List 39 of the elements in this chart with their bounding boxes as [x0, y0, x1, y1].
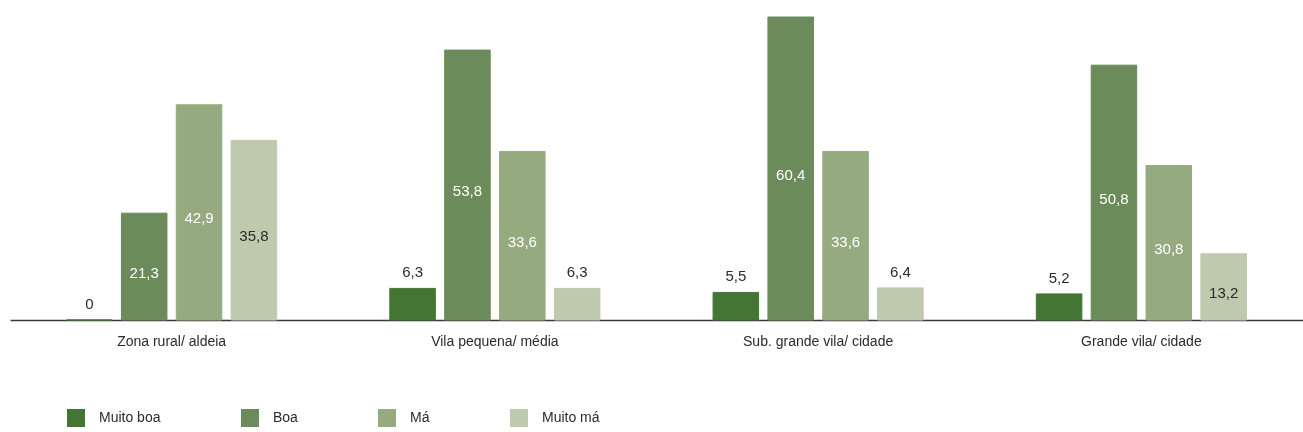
x-tick-label: Zona rural/ aldeia — [117, 332, 227, 349]
data-label: 53,8 — [452, 182, 483, 200]
bar — [767, 16, 814, 321]
bar — [877, 287, 924, 321]
data-label: 60,4 — [776, 165, 806, 183]
x-tick-label: Sub. grande vila/ cidade — [743, 332, 894, 349]
bar — [175, 104, 223, 321]
legend-label: Boa — [273, 409, 299, 425]
data-label: 33,6 — [830, 232, 861, 250]
bar — [499, 150, 546, 321]
bar — [553, 287, 601, 321]
x-tick-label: Vila pequena/ média — [431, 332, 559, 349]
data-label: 21,3 — [129, 263, 159, 281]
bar — [1035, 293, 1083, 321]
data-label: 35,8 — [239, 227, 269, 245]
bar — [1145, 164, 1193, 321]
legend-label: Muito má — [542, 409, 600, 425]
data-label: 6,3 — [566, 263, 588, 281]
data-label: 5,5 — [725, 267, 747, 285]
data-label: 33,6 — [507, 232, 537, 250]
bar — [712, 291, 760, 321]
legend-label: Má — [410, 409, 430, 425]
data-label: 50,8 — [1099, 189, 1129, 207]
bar — [822, 150, 869, 321]
data-label: 13,2 — [1209, 283, 1239, 301]
data-label: 42,9 — [184, 209, 214, 227]
data-label: 30,8 — [1154, 239, 1184, 257]
data-label: 6,3 — [402, 263, 424, 281]
bar — [389, 287, 436, 321]
bar — [444, 49, 491, 321]
bar — [1090, 64, 1138, 321]
x-tick-label: Grande vila/ cidade — [1081, 332, 1202, 349]
data-label: 5,2 — [1048, 268, 1070, 286]
bar — [1200, 253, 1247, 321]
bar — [120, 212, 168, 321]
data-label: 6,4 — [889, 262, 911, 280]
legend-label: Muito boa — [99, 409, 161, 425]
data-label: 0 — [85, 295, 94, 312]
bar — [230, 139, 278, 321]
